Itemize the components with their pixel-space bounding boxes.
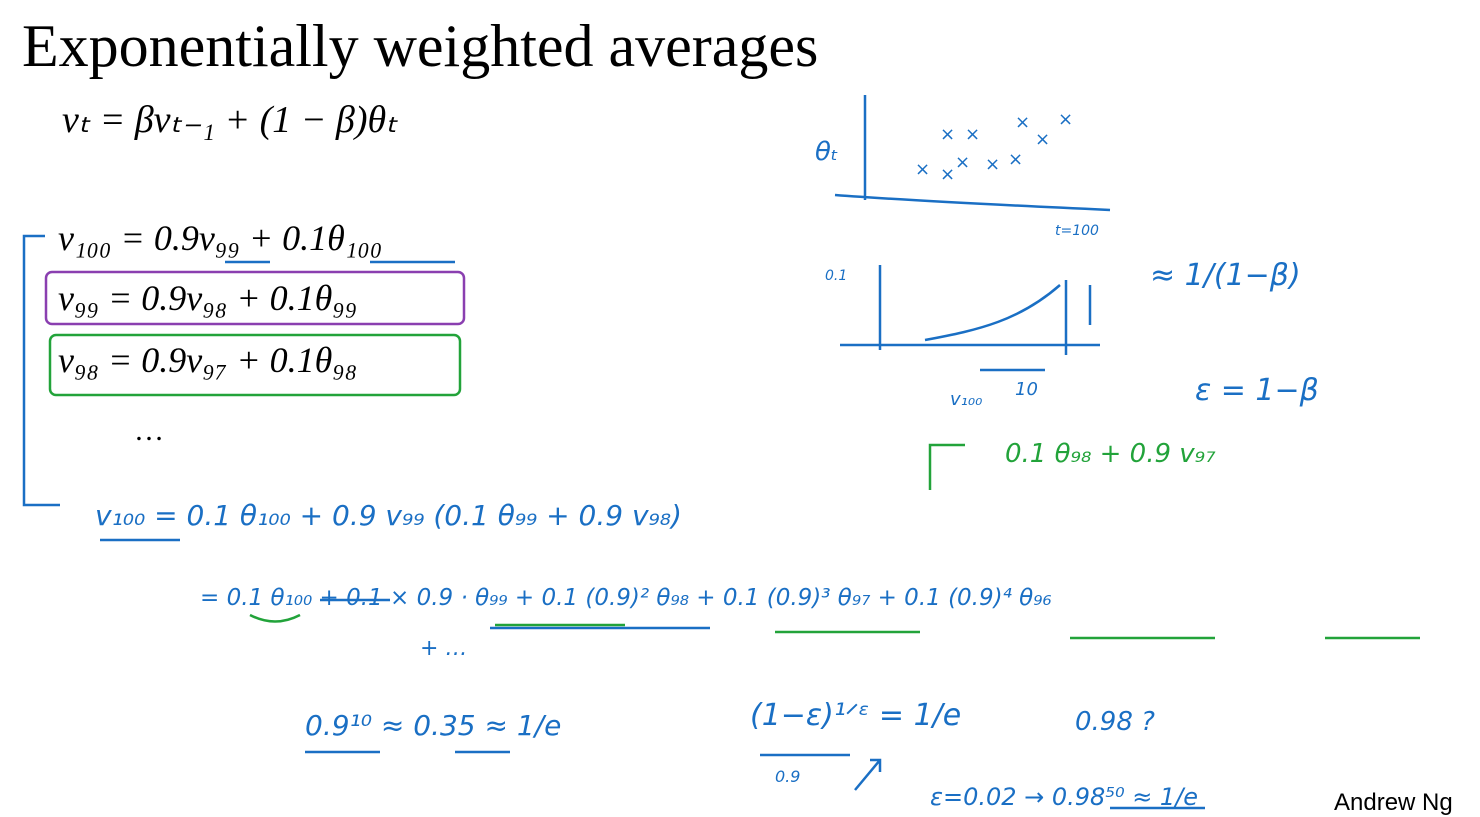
handwritten-note: + … (420, 636, 467, 661)
handwritten-note: ε=0.02 → 0.98⁵⁰ ≈ 1/e (930, 783, 1198, 811)
handwritten-note: = 0.1 θ₁₀₀ + 0.1 × 0.9 · θ₉₉ + 0.1 (0.9)… (200, 585, 1052, 611)
sketch-cross: × (1008, 149, 1023, 170)
handwritten-note: 0.1 θ₉₈ + 0.9 v₉₇ (1005, 439, 1216, 469)
sketch-cross: × (1035, 129, 1050, 150)
handwritten-note: θₜ (815, 137, 839, 167)
handwritten-note: 10 (1015, 379, 1038, 400)
sketch-cross: × (955, 152, 970, 173)
handwritten-note: v₁₀₀ = 0.1 θ₁₀₀ + 0.9 v₉₉ (0.1 θ₉₉ + 0.9… (95, 499, 682, 532)
sketch-cross: × (1058, 109, 1073, 130)
equation: v₉₉ = 0.9v₉₈ + 0.1θ₉₉ (58, 278, 357, 318)
sketch-cross: × (915, 159, 930, 180)
annotations-strokes (22, 95, 1420, 810)
handwritten-note: 0.98 ? (1075, 707, 1155, 737)
sketch-cross: × (1015, 112, 1030, 133)
title: Exponentially weighted averages (22, 13, 818, 79)
handwritten-note: ≈ 1/(1−β) (1150, 258, 1301, 293)
sketch-cross: × (985, 154, 1000, 175)
handwritten-note: v₁₀₀ (950, 389, 982, 410)
handwritten-note: ε = 1−β (1195, 373, 1319, 408)
handwritten-note: t=100 (1055, 223, 1099, 239)
handwritten-note: 0.9¹⁰ ≈ 0.35 ≈ 1/e (305, 709, 561, 742)
sketch-cross: × (940, 164, 955, 185)
ellipsis: … (134, 414, 164, 447)
equation: v₁₀₀ = 0.9v₉₉ + 0.1θ₁₀₀ (58, 218, 382, 258)
handwritten-note: (1−ε)¹ᐟᵋ = 1/e (750, 698, 961, 733)
handwritten-note: 0.9 (775, 767, 800, 786)
equation: v₉₈ = 0.9v₉₇ + 0.1θ₉₈ (58, 340, 357, 380)
handwritten-note: 0.1 (825, 268, 847, 284)
equation: vₜ = βvₜ₋₁ + (1 − β)θₜ (62, 99, 398, 141)
footer: Andrew Ng (1334, 789, 1453, 816)
sketch-cross: × (965, 124, 980, 145)
sketch-cross: × (940, 124, 955, 145)
